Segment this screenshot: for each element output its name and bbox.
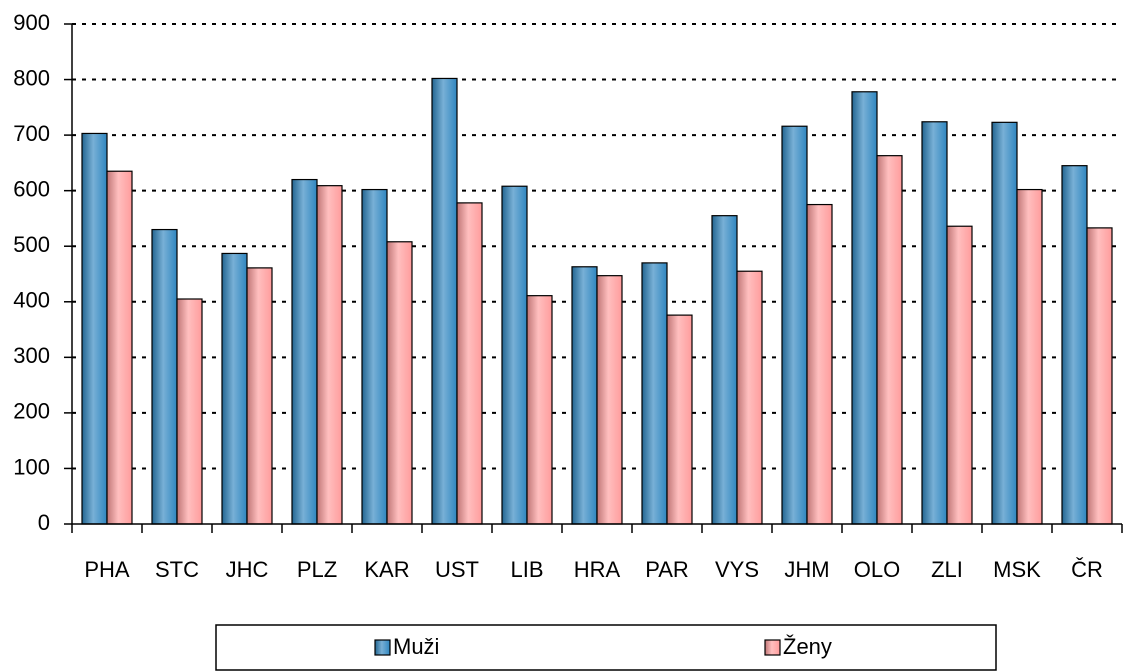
legend-swatch: [374, 639, 391, 656]
bar: [291, 178, 318, 525]
bar: [81, 132, 108, 525]
legend: [215, 624, 997, 671]
bar: [571, 266, 598, 525]
x-tick-label: PLZ: [297, 557, 337, 582]
legend-label: Ženy: [783, 634, 832, 659]
x-tick-label: JHM: [784, 557, 829, 582]
bar: [106, 170, 133, 525]
y-tick-label: 100: [13, 454, 50, 479]
bar: [991, 121, 1018, 525]
bar: [666, 314, 693, 525]
x-tick-label: STC: [155, 557, 199, 582]
bar: [711, 215, 738, 525]
y-tick-label: 900: [13, 10, 50, 35]
bar: [526, 295, 553, 525]
x-tick-label: ČR: [1071, 557, 1103, 582]
bar: [851, 91, 878, 525]
y-tick-label: 800: [13, 65, 50, 90]
x-tick-label: PAR: [645, 557, 689, 582]
bar: [456, 202, 483, 525]
bar: [246, 267, 273, 525]
bar: [806, 203, 833, 525]
y-tick-label: 600: [13, 176, 50, 201]
y-tick-label: 500: [13, 232, 50, 257]
legend-swatch: [764, 639, 781, 656]
bar: [736, 270, 763, 525]
y-tick-label: 200: [13, 399, 50, 424]
x-tick-label: UST: [435, 557, 479, 582]
x-tick-label: LIB: [510, 557, 543, 582]
bar: [386, 241, 413, 525]
bar: [921, 121, 948, 525]
legend-label: Muži: [393, 634, 439, 659]
x-tick-label: OLO: [854, 557, 900, 582]
bar: [781, 125, 808, 525]
x-tick-label: KAR: [364, 557, 409, 582]
bar: [1086, 227, 1113, 525]
x-tick-label: HRA: [574, 557, 621, 582]
y-tick-label: 300: [13, 343, 50, 368]
y-tick-label: 700: [13, 121, 50, 146]
bar: [641, 262, 668, 525]
x-tick-label: JHC: [226, 557, 269, 582]
bar: [1016, 188, 1043, 525]
bar: [501, 185, 528, 525]
bar: [596, 275, 623, 525]
x-tick-label: PHA: [84, 557, 130, 582]
bar: [431, 77, 458, 525]
bar: [176, 298, 203, 525]
bar: [151, 228, 178, 525]
y-tick-label: 0: [38, 510, 50, 535]
bar: [361, 188, 388, 525]
x-tick-label: MSK: [993, 557, 1041, 582]
bar: [876, 155, 903, 525]
y-tick-label: 400: [13, 288, 50, 313]
bar: [316, 185, 343, 525]
x-tick-label: ZLI: [931, 557, 963, 582]
bar: [221, 252, 248, 525]
x-tick-label: VYS: [715, 557, 759, 582]
bar: [946, 225, 973, 525]
bar: [1061, 165, 1088, 525]
